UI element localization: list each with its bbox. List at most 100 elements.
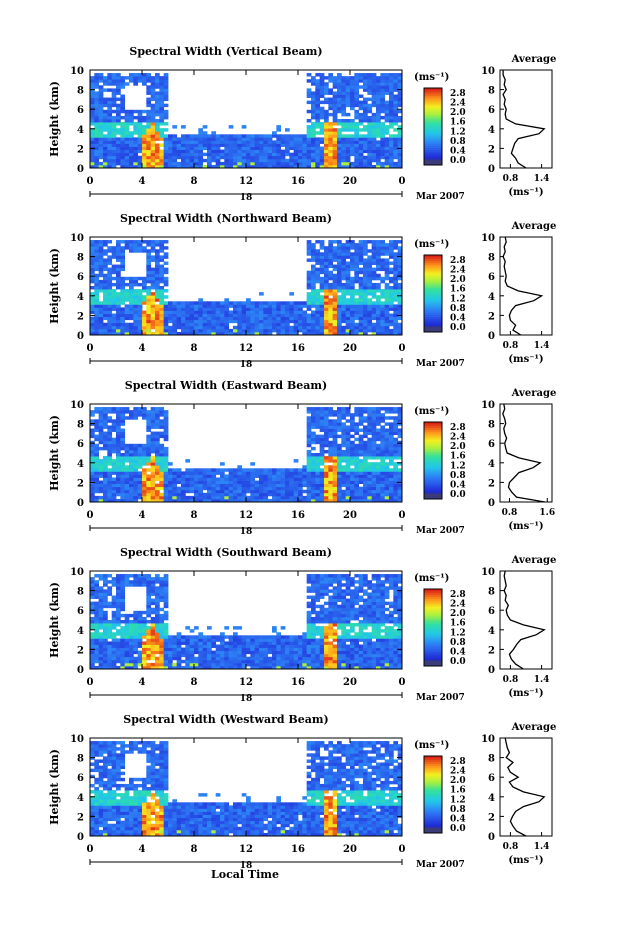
- heatmap-cell: [285, 164, 290, 169]
- heatmap-cell: [363, 425, 368, 429]
- heatmap-cell: [389, 158, 394, 163]
- colorbar-swatch: [424, 466, 442, 469]
- heatmap-cell: [332, 425, 338, 429]
- heatmap-cell: [202, 474, 208, 478]
- heatmap-cell: [98, 106, 104, 111]
- heatmap-cell: [354, 495, 360, 500]
- heatmap-cell: [315, 462, 321, 466]
- heatmap-cell: [211, 492, 217, 497]
- heatmap-cell: [345, 465, 351, 469]
- heatmap-cell: [133, 155, 139, 160]
- heatmap-cell: [133, 465, 139, 469]
- heatmap-cell: [376, 449, 381, 454]
- heatmap-cell: [150, 465, 156, 469]
- heatmap-cell: [337, 446, 342, 451]
- heatmap-cell: [358, 240, 364, 244]
- heatmap-cell: [311, 249, 316, 253]
- heatmap-cell: [129, 635, 134, 639]
- heatmap-cell: [98, 152, 104, 157]
- heatmap-cell: [354, 428, 360, 432]
- heatmap-cell: [142, 449, 147, 454]
- heatmap-cell: [371, 128, 377, 132]
- heatmap-cell: [202, 158, 208, 163]
- heatmap-cell: [341, 143, 347, 147]
- heatmap-cell: [241, 143, 247, 147]
- heatmap-cell: [315, 298, 321, 302]
- heatmap-cell: [228, 471, 234, 475]
- heatmap-cell: [315, 440, 321, 445]
- heatmap-cell: [137, 322, 143, 327]
- heatmap-cell: [341, 246, 347, 250]
- heatmap-cell: [133, 407, 139, 411]
- colorbar-swatch: [424, 126, 442, 129]
- heatmap-cell: [111, 88, 117, 92]
- heatmap-cell: [246, 164, 251, 169]
- heatmap-cell: [137, 292, 143, 296]
- heatmap-cell: [380, 486, 386, 491]
- heatmap-cell: [389, 289, 394, 293]
- heatmap-cell: [150, 468, 156, 472]
- heatmap-cell: [90, 328, 95, 333]
- heatmap-cell: [358, 462, 364, 466]
- heatmap-cell: [315, 279, 321, 284]
- heatmap-cell: [293, 474, 299, 478]
- heatmap-cell: [376, 474, 381, 478]
- heatmap-cell: [155, 128, 160, 132]
- heatmap-cell: [137, 128, 143, 132]
- heatmap-cell: [315, 313, 321, 318]
- heatmap-cell: [163, 471, 169, 475]
- heatmap-cell: [224, 149, 230, 154]
- heatmap-cell: [358, 440, 364, 445]
- heatmap-cell: [116, 322, 121, 327]
- date-day-label: 18: [240, 360, 253, 370]
- heatmap-cell: [241, 158, 247, 163]
- heatmap-cell: [345, 122, 351, 126]
- heatmap-cell: [397, 240, 403, 244]
- heatmap-cell: [215, 316, 221, 321]
- heatmap-cell: [155, 161, 160, 166]
- heatmap-cell: [315, 91, 321, 95]
- heatmap-cell: [124, 246, 130, 250]
- heatmap-cell: [207, 489, 212, 494]
- heatmap-cell: [228, 474, 234, 478]
- heatmap-cell: [124, 629, 130, 633]
- heatmap-cell: [259, 477, 264, 481]
- heatmap-cell: [133, 292, 139, 296]
- heatmap-cell: [302, 477, 308, 481]
- heatmap-cell: [311, 419, 316, 423]
- heatmap-cell: [111, 152, 117, 157]
- heatmap-cell: [146, 88, 152, 92]
- heatmap-cell: [319, 258, 325, 262]
- heatmap-cell: [280, 322, 286, 327]
- heatmap-cell: [142, 79, 147, 83]
- heatmap-cell: [263, 498, 269, 503]
- heatmap-cell: [137, 131, 143, 135]
- heatmap-cell: [111, 641, 117, 645]
- heatmap-cell: [111, 446, 117, 451]
- heatmap-cell: [103, 140, 108, 144]
- heatmap-cell: [306, 304, 312, 308]
- heatmap-cell: [319, 246, 325, 250]
- heatmap-cell: [358, 495, 364, 500]
- heatmap-cell: [103, 589, 108, 593]
- heatmap-cell: [176, 152, 182, 157]
- heatmap-cell: [146, 143, 152, 147]
- heatmap-cell: [107, 267, 113, 272]
- heatmap-cell: [146, 137, 152, 141]
- heatmap-cell: [146, 79, 152, 83]
- heatmap-cell: [94, 255, 100, 259]
- heatmap-cell: [345, 486, 351, 491]
- heatmap-cell: [159, 316, 165, 321]
- heatmap-cell: [194, 489, 199, 494]
- heatmap-cell: [358, 319, 364, 324]
- heatmap-cell: [285, 140, 290, 144]
- heatmap-cell: [276, 310, 282, 314]
- heatmap-cell: [397, 149, 403, 154]
- heatmap-cell: [120, 480, 126, 485]
- heatmap-cell: [116, 137, 121, 141]
- heatmap-cell: [111, 97, 117, 102]
- panel-1: Spectral Width (Vertical Beam)0246810Hei…: [48, 45, 556, 203]
- heatmap-cell: [103, 307, 108, 311]
- heatmap-cell: [181, 143, 186, 147]
- heatmap-cell: [111, 325, 117, 330]
